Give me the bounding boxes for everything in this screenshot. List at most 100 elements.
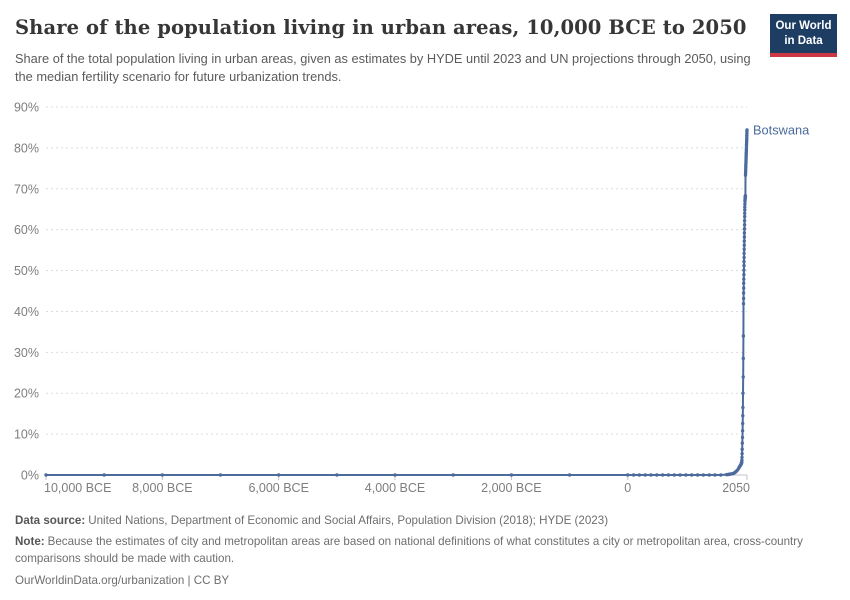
data-point bbox=[742, 255, 746, 260]
data-point bbox=[740, 435, 745, 440]
data-point bbox=[741, 391, 745, 395]
data-point bbox=[672, 473, 676, 477]
citation-link[interactable]: OurWorldinData.org/urbanization | CC BY bbox=[15, 574, 230, 588]
data-point bbox=[218, 473, 223, 477]
y-tick-label: 50% bbox=[14, 264, 39, 278]
data-point bbox=[742, 235, 747, 239]
note-row: Note: Because the estimates of city and m… bbox=[15, 534, 830, 568]
data-point bbox=[740, 447, 744, 451]
data-point bbox=[741, 421, 745, 426]
x-tick-label: 4,000 BCE bbox=[365, 481, 425, 495]
data-point bbox=[741, 405, 745, 410]
data-point bbox=[631, 473, 636, 477]
data-point bbox=[451, 473, 455, 477]
data-point bbox=[741, 356, 745, 361]
data-point bbox=[743, 211, 747, 215]
data-point bbox=[678, 473, 682, 477]
data-point bbox=[742, 281, 746, 285]
y-tick-label: 20% bbox=[14, 387, 39, 401]
data-point bbox=[743, 202, 747, 206]
y-tick-label: 80% bbox=[14, 141, 39, 155]
y-tick-label: 60% bbox=[14, 223, 39, 237]
data-point bbox=[742, 243, 746, 247]
x-tick-label: 2,000 BCE bbox=[481, 481, 541, 495]
data-point bbox=[745, 128, 749, 132]
data-point bbox=[684, 473, 688, 477]
data-point bbox=[742, 239, 746, 243]
owid-logo-line1: Our World bbox=[775, 20, 832, 32]
data-point bbox=[277, 473, 281, 477]
data-point bbox=[742, 251, 746, 256]
data-point bbox=[637, 473, 642, 477]
data-point bbox=[649, 473, 653, 477]
chart-area[interactable]: 0% 10% 20% 30% 40% 50% 60% 70% 80% 90% 10,000 BCE 8… bbox=[0, 95, 850, 503]
data-point bbox=[509, 473, 514, 477]
data-source-row: Data source: United Nations, Department o… bbox=[15, 513, 830, 530]
data-point bbox=[743, 194, 748, 198]
data-point bbox=[742, 263, 746, 268]
data-point bbox=[742, 286, 746, 290]
data-point bbox=[741, 296, 746, 301]
x-tick-label: 8,000 BCE bbox=[132, 481, 192, 495]
page-title: Share of the population living in urban … bbox=[15, 16, 747, 39]
data-point bbox=[742, 259, 746, 264]
x-tick-label: 0 bbox=[624, 481, 631, 495]
owid-logo-line2: in Data bbox=[784, 34, 823, 47]
data-point bbox=[742, 268, 746, 272]
y-tick-label: 70% bbox=[14, 182, 39, 196]
data-point bbox=[690, 473, 694, 477]
y-tick-label: 0% bbox=[21, 469, 39, 483]
data-point bbox=[740, 429, 745, 433]
data-point bbox=[742, 227, 747, 231]
y-tick-label: 40% bbox=[14, 305, 39, 319]
data-point bbox=[742, 247, 746, 251]
data-point bbox=[626, 473, 630, 477]
data-source-label: Data source: bbox=[15, 514, 86, 527]
y-tick-label: 90% bbox=[14, 101, 39, 115]
data-point bbox=[719, 473, 723, 477]
data-point bbox=[713, 473, 717, 477]
data-point bbox=[742, 272, 746, 277]
data-point bbox=[742, 223, 747, 227]
data-point bbox=[707, 473, 711, 477]
data-point bbox=[740, 452, 744, 456]
x-tick-label: 10,000 BCE bbox=[44, 481, 111, 495]
data-point bbox=[567, 473, 572, 477]
data-point bbox=[741, 414, 745, 418]
chart-footer: Data source: United Nations, Department o… bbox=[15, 513, 830, 590]
data-point bbox=[742, 277, 746, 281]
data-point bbox=[742, 231, 747, 235]
data-point bbox=[393, 473, 397, 477]
owid-logo[interactable]: Our World in Data bbox=[770, 14, 837, 57]
data-point bbox=[740, 458, 744, 462]
data-point bbox=[660, 473, 665, 477]
data-point bbox=[741, 334, 746, 338]
data-point bbox=[740, 441, 744, 445]
data-point bbox=[44, 473, 48, 477]
chart-subtitle: Share of the total population living in … bbox=[15, 51, 751, 85]
data-point bbox=[741, 375, 745, 379]
series-line-botswana[interactable] bbox=[45, 128, 748, 476]
data-point bbox=[666, 473, 671, 477]
data-point bbox=[643, 473, 647, 477]
note-label: Note: bbox=[15, 534, 45, 548]
data-point bbox=[695, 473, 700, 477]
data-point bbox=[740, 455, 744, 460]
x-tick-label: 2050 bbox=[722, 481, 750, 495]
data-point bbox=[743, 205, 747, 209]
data-point bbox=[743, 214, 747, 219]
data-point bbox=[742, 219, 747, 223]
chart-svg[interactable]: 0% 10% 20% 30% 40% 50% 60% 70% 80% 90% 10,000 BCE 8… bbox=[0, 95, 850, 503]
series-end-label[interactable]: Botswana bbox=[753, 122, 810, 137]
y-tick-label: 30% bbox=[14, 346, 39, 360]
data-point bbox=[741, 302, 746, 306]
data-point bbox=[741, 291, 746, 295]
data-point bbox=[160, 473, 164, 477]
y-tick-label: 10% bbox=[14, 428, 39, 442]
data-point bbox=[102, 473, 106, 477]
data-point bbox=[335, 473, 339, 477]
note-text: Because the estimates of city and metrop… bbox=[15, 534, 803, 565]
x-tick-label: 6,000 BCE bbox=[248, 481, 308, 495]
data-source-text: United Nations, Department of Economic a… bbox=[88, 514, 609, 527]
